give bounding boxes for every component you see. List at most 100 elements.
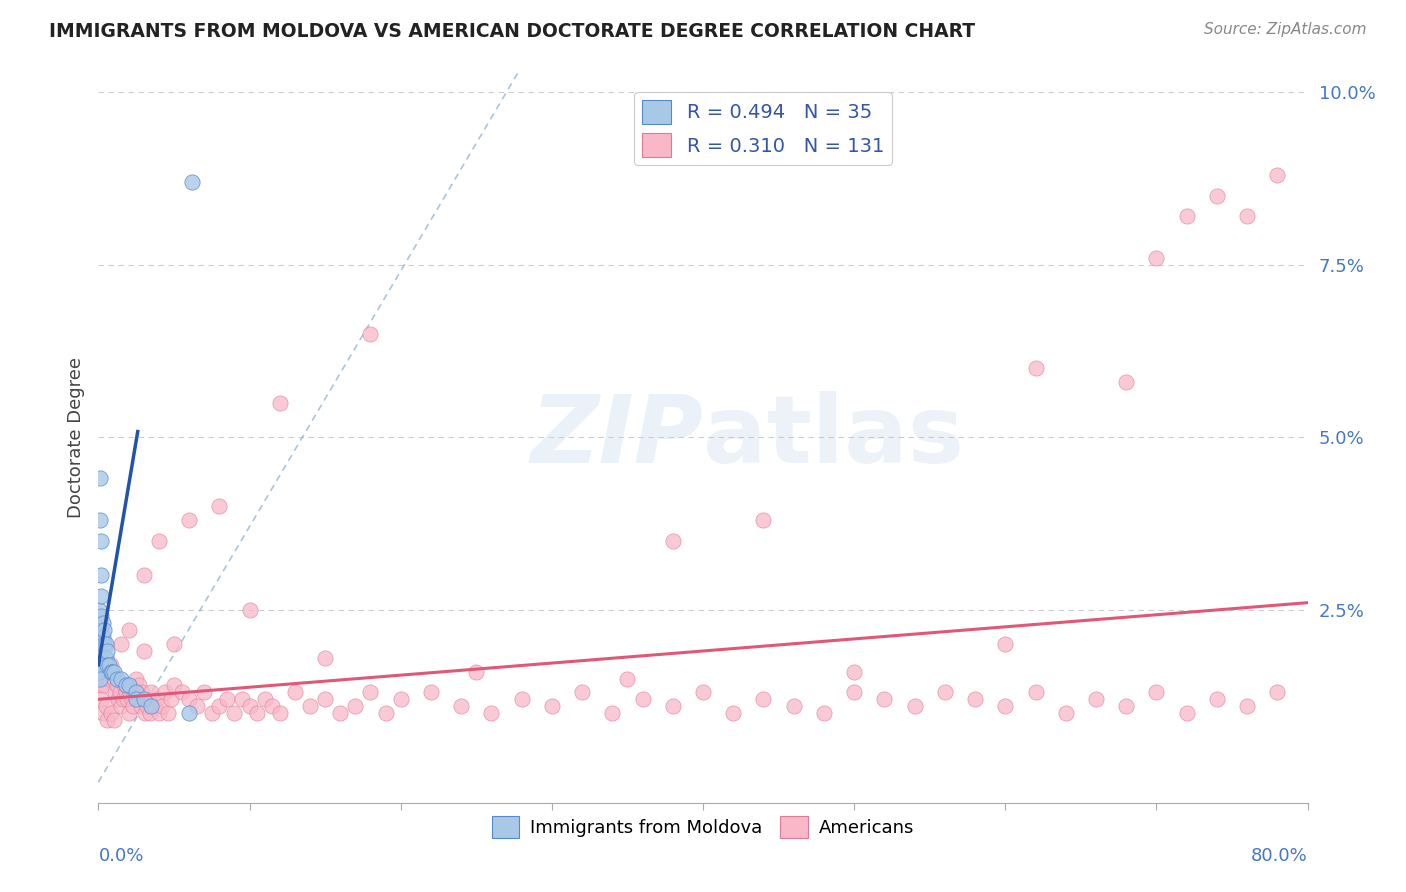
Point	[783, 699, 806, 714]
Point	[314, 692, 336, 706]
Point	[89, 651, 111, 665]
Point	[1175, 209, 1198, 223]
Point	[239, 602, 262, 616]
Point	[1115, 375, 1137, 389]
Point	[89, 665, 111, 679]
Point	[752, 513, 775, 527]
Point	[132, 644, 155, 658]
Point	[91, 651, 114, 665]
Point	[616, 672, 638, 686]
Point	[93, 637, 115, 651]
Point	[105, 672, 128, 686]
Point	[104, 685, 127, 699]
Point	[90, 624, 112, 638]
Text: IMMIGRANTS FROM MOLDOVA VS AMERICAN DOCTORATE DEGREE CORRELATION CHART: IMMIGRANTS FROM MOLDOVA VS AMERICAN DOCT…	[49, 22, 976, 41]
Point	[91, 630, 114, 644]
Legend: Immigrants from Moldova, Americans: Immigrants from Moldova, Americans	[485, 808, 921, 845]
Point	[89, 637, 111, 651]
Point	[96, 657, 118, 672]
Point	[110, 672, 132, 686]
Point	[120, 685, 142, 699]
Point	[269, 706, 291, 720]
Point	[100, 706, 122, 720]
Point	[262, 699, 284, 714]
Point	[124, 685, 146, 699]
Point	[420, 685, 443, 699]
Point	[661, 699, 683, 714]
Point	[170, 685, 193, 699]
Point	[101, 665, 124, 679]
Point	[91, 616, 114, 631]
Point	[193, 685, 215, 699]
Point	[89, 471, 111, 485]
Y-axis label: Doctorate Degree: Doctorate Degree	[66, 357, 84, 517]
Point	[163, 637, 186, 651]
Point	[89, 513, 111, 527]
Point	[94, 637, 117, 651]
Point	[284, 685, 307, 699]
Point	[231, 692, 253, 706]
Point	[125, 672, 148, 686]
Point	[129, 699, 152, 714]
Point	[631, 692, 654, 706]
Text: 0.0%: 0.0%	[98, 847, 143, 864]
Point	[127, 692, 149, 706]
Point	[112, 678, 135, 692]
Point	[201, 706, 224, 720]
Point	[125, 685, 148, 699]
Point	[1024, 361, 1046, 376]
Point	[481, 706, 503, 720]
Point	[571, 685, 593, 699]
Point	[96, 665, 118, 679]
Point	[1175, 706, 1198, 720]
Point	[602, 706, 624, 720]
Point	[98, 672, 121, 686]
Point	[873, 692, 896, 706]
Point	[96, 713, 118, 727]
Point	[141, 685, 163, 699]
Point	[269, 395, 291, 409]
Point	[179, 706, 201, 720]
Point	[904, 699, 927, 714]
Point	[139, 706, 162, 720]
Point	[1236, 209, 1258, 223]
Point	[122, 699, 145, 714]
Point	[132, 568, 155, 582]
Text: ZIP: ZIP	[530, 391, 703, 483]
Point	[100, 665, 122, 679]
Point	[89, 657, 111, 672]
Point	[344, 699, 367, 714]
Point	[93, 678, 115, 692]
Point	[132, 692, 155, 706]
Point	[540, 699, 562, 714]
Point	[360, 326, 382, 341]
Point	[96, 644, 118, 658]
Point	[148, 533, 170, 548]
Point	[661, 533, 683, 548]
Point	[89, 672, 111, 686]
Point	[94, 651, 117, 665]
Point	[314, 651, 336, 665]
Text: atlas: atlas	[703, 391, 965, 483]
Point	[153, 685, 176, 699]
Point	[752, 692, 775, 706]
Point	[844, 665, 866, 679]
Point	[131, 685, 153, 699]
Point	[813, 706, 835, 720]
Text: Source: ZipAtlas.com: Source: ZipAtlas.com	[1204, 22, 1367, 37]
Point	[90, 609, 112, 624]
Point	[299, 699, 322, 714]
Point	[150, 699, 173, 714]
Point	[141, 699, 163, 714]
Point	[179, 513, 201, 527]
Point	[1206, 188, 1229, 202]
Point	[114, 685, 136, 699]
Point	[208, 699, 231, 714]
Point	[101, 665, 124, 679]
Point	[90, 589, 112, 603]
Point	[994, 699, 1017, 714]
Point	[1236, 699, 1258, 714]
Point	[179, 692, 201, 706]
Point	[723, 706, 745, 720]
Point	[94, 699, 117, 714]
